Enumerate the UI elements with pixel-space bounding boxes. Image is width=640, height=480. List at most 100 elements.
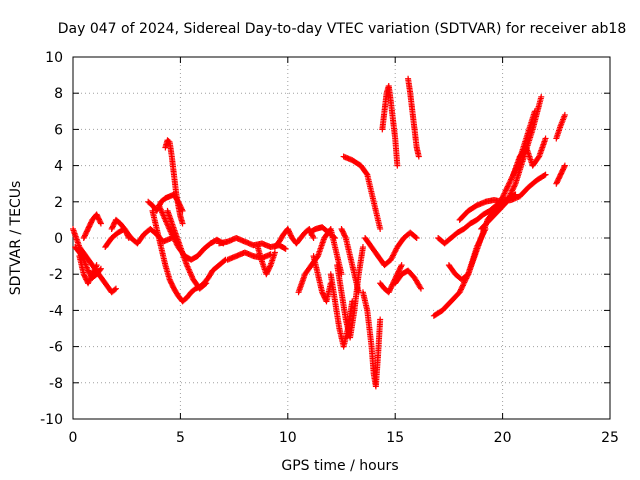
data-point <box>508 175 515 182</box>
data-point <box>359 244 366 251</box>
tick-layer: 0 5 10 15 20 25 -10 -8 -6 -4 -2 0 2 4 6 8 10 <box>40 50 619 446</box>
y-tick-label: 10 <box>45 50 63 66</box>
y-tick-label: 0 <box>54 231 63 247</box>
grid-layer <box>73 57 610 419</box>
series-t24 <box>362 229 420 269</box>
data-point <box>417 284 424 291</box>
data-point <box>179 220 186 227</box>
data-point <box>538 93 545 100</box>
data-point <box>500 193 507 200</box>
data-point <box>497 198 504 205</box>
data-point <box>459 283 466 290</box>
series-t8 <box>162 137 186 227</box>
data-point <box>412 234 419 241</box>
series-t5 <box>102 225 175 251</box>
data-point <box>342 233 349 240</box>
data-point <box>509 186 516 193</box>
y-tick-label: -6 <box>49 340 63 356</box>
series-t26 <box>379 82 401 169</box>
data-point <box>112 285 119 292</box>
data-point <box>531 108 538 115</box>
data-point <box>511 183 518 190</box>
data-point <box>501 190 508 197</box>
data-point <box>221 257 228 264</box>
data-point <box>505 194 512 201</box>
data-point <box>332 235 339 241</box>
data-point <box>500 191 507 198</box>
data-point <box>460 280 467 287</box>
y-tick-label: 8 <box>54 86 63 102</box>
series-t37 <box>553 162 568 187</box>
data-point <box>97 220 104 227</box>
data-point <box>542 171 549 178</box>
y-tick-label: 4 <box>54 159 63 175</box>
x-axis-label: GPS time / hours <box>281 458 398 474</box>
data-point <box>457 286 464 293</box>
series-t25 <box>377 262 405 296</box>
data-point <box>508 189 515 196</box>
data-point <box>125 233 132 240</box>
data-point <box>93 262 100 269</box>
y-tick-label: -10 <box>40 412 63 428</box>
data-point <box>97 266 104 273</box>
data-point <box>125 235 132 241</box>
y-tick-label: 2 <box>54 195 63 211</box>
data-point <box>281 245 288 252</box>
data-point <box>504 184 511 191</box>
series-t11 <box>164 207 210 292</box>
data-point <box>415 153 422 160</box>
data-point <box>398 263 405 270</box>
data-point <box>457 287 464 294</box>
y-tick-label: 6 <box>54 122 63 138</box>
x-tick-label: 0 <box>69 430 78 446</box>
series-t35 <box>510 135 549 178</box>
data-point <box>511 182 518 189</box>
series-t6 <box>108 216 132 241</box>
data-point <box>203 280 210 287</box>
data-point <box>377 316 384 323</box>
x-tick-label: 5 <box>176 430 185 446</box>
series-t21 <box>338 225 362 296</box>
data-point <box>507 177 514 184</box>
data-point <box>309 233 316 240</box>
chart-title: Day 047 of 2024, Sidereal Day-to-day VTE… <box>58 21 627 37</box>
series-t13 <box>224 249 274 263</box>
data-point <box>267 263 274 270</box>
y-tick-label: -8 <box>49 376 63 392</box>
data-point <box>506 193 513 200</box>
data-point <box>459 282 466 289</box>
data-point <box>503 186 510 193</box>
data-point <box>394 162 401 169</box>
x-tick-label: 10 <box>279 430 297 446</box>
data-point <box>398 262 405 269</box>
data-point <box>363 170 370 177</box>
data-point <box>561 163 568 170</box>
series-t28 <box>405 75 422 160</box>
data-point <box>310 235 317 241</box>
data-point <box>507 190 514 197</box>
data-point <box>542 135 549 142</box>
series-t36 <box>553 111 568 142</box>
data-point <box>456 289 463 296</box>
data-point <box>506 180 513 187</box>
data-point <box>541 172 548 179</box>
data-point <box>97 265 104 272</box>
series-t10 <box>155 202 227 263</box>
data-point <box>506 179 513 186</box>
series-t17 <box>306 224 339 241</box>
data-point <box>458 285 465 292</box>
data-point <box>498 197 505 204</box>
data-point <box>504 183 511 190</box>
data-point <box>508 176 515 183</box>
data-point <box>505 182 512 189</box>
data-point <box>502 187 509 194</box>
data-point <box>111 286 118 293</box>
data-point <box>561 111 568 118</box>
data-point <box>507 191 514 198</box>
data-point <box>417 285 424 292</box>
data-point <box>499 194 506 201</box>
series-t18 <box>310 253 334 305</box>
data-point <box>503 198 510 205</box>
x-tick-label: 25 <box>601 430 619 446</box>
data-point <box>502 189 509 196</box>
